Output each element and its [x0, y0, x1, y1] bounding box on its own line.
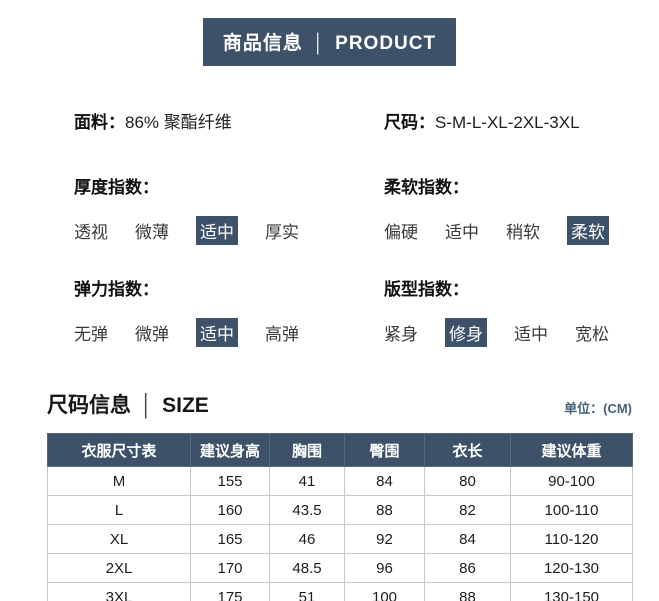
table-row: M 155 41 84 80 90-100: [47, 466, 633, 496]
fit-index-group: 版型指数： 紧身 修身 适中 宽松: [384, 275, 659, 347]
size-chart-table: 衣服尺寸表 建议身高 胸围 臀围 衣长 建议体重 M 155 41 84 80 …: [47, 433, 633, 601]
section-title-en: PRODUCT: [335, 33, 437, 54]
cell-hip: 96: [344, 553, 425, 583]
table-row: L 160 43.5 88 82 100-110: [47, 495, 633, 525]
cell-bust: 46: [269, 524, 345, 554]
option: 高弹: [265, 325, 299, 344]
elasticity-index-label: 弹力指数：: [74, 280, 159, 299]
softness-options: 偏硬 适中 稍软 柔软: [384, 216, 659, 245]
option: 稍软: [506, 223, 540, 242]
option: 微弹: [135, 325, 169, 344]
col-header-length: 衣长: [424, 433, 511, 467]
cell-weight: 90-100: [510, 466, 633, 496]
option: 适中: [514, 325, 548, 344]
fabric-value: 86% 聚酯纤维: [125, 113, 232, 132]
option: 微薄: [135, 223, 169, 242]
cell-length: 82: [424, 495, 511, 525]
sizes-label: 尺码：: [384, 113, 435, 132]
thickness-index-label: 厚度指数：: [74, 178, 159, 197]
cell-height: 155: [190, 466, 270, 496]
option: 适中: [445, 223, 479, 242]
option-selected: 柔软: [567, 216, 609, 245]
sizes-row: 尺码：S-M-L-XL-2XL-3XL: [384, 108, 659, 133]
cell-bust: 43.5: [269, 495, 345, 525]
cell-bust: 41: [269, 466, 345, 496]
cell-hip: 92: [344, 524, 425, 554]
size-title-en: SIZE: [162, 394, 209, 417]
fabric-row: 面料：86% 聚酯纤维: [74, 108, 384, 133]
cell-bust: 51: [269, 582, 345, 601]
cell-weight: 100-110: [510, 495, 633, 525]
col-header-size-chart: 衣服尺寸表: [47, 433, 191, 467]
cell-hip: 100: [344, 582, 425, 601]
option-selected: 适中: [196, 216, 238, 245]
option: 宽松: [575, 325, 609, 344]
thickness-options: 透视 微薄 适中 厚实: [74, 216, 384, 245]
fabric-label: 面料：: [74, 113, 125, 132]
size-title-divider: │: [140, 394, 154, 417]
option-selected: 修身: [445, 318, 487, 347]
product-attributes: 面料：86% 聚酯纤维 厚度指数： 透视 微薄 适中 厚实 弹力指数： 无弹 微…: [0, 66, 659, 377]
elasticity-index-group: 弹力指数： 无弹 微弹 适中 高弹: [74, 275, 384, 347]
option: 透视: [74, 223, 108, 242]
cell-length: 84: [424, 524, 511, 554]
fit-index-label: 版型指数：: [384, 280, 469, 299]
elasticity-options: 无弹 微弹 适中 高弹: [74, 318, 384, 347]
table-row: XL 165 46 92 84 110-120: [47, 524, 633, 554]
product-info-header: 商品信息 │ PRODUCT: [0, 0, 659, 66]
cell-height: 160: [190, 495, 270, 525]
size-section-header: 尺码信息 │ SIZE 单位：(CM): [47, 389, 632, 419]
cell-bust: 48.5: [269, 553, 345, 583]
cell-height: 165: [190, 524, 270, 554]
table-row: 2XL 170 48.5 96 86 120-130: [47, 553, 633, 583]
sizes-value: S-M-L-XL-2XL-3XL: [435, 113, 580, 132]
softness-index-label: 柔软指数：: [384, 178, 469, 197]
option: 厚实: [265, 223, 299, 242]
section-title-cn: 商品信息: [222, 33, 303, 54]
cell-length: 86: [424, 553, 511, 583]
cell-size: L: [47, 495, 191, 525]
cell-height: 175: [190, 582, 270, 601]
cell-size: XL: [47, 524, 191, 554]
col-header-hip: 臀围: [344, 433, 425, 467]
cell-height: 170: [190, 553, 270, 583]
title-divider: │: [312, 33, 326, 53]
option: 紧身: [384, 325, 418, 344]
option-selected: 适中: [196, 318, 238, 347]
table-row: 3XL 175 51 100 88 130-150: [47, 582, 633, 601]
size-title-cn: 尺码信息: [47, 394, 131, 417]
cell-weight: 120-130: [510, 553, 633, 583]
option: 无弹: [74, 325, 108, 344]
cell-size: M: [47, 466, 191, 496]
col-header-bust: 胸围: [269, 433, 345, 467]
cell-size: 2XL: [47, 553, 191, 583]
cell-weight: 130-150: [510, 582, 633, 601]
cell-hip: 84: [344, 466, 425, 496]
table-header-row: 衣服尺寸表 建议身高 胸围 臀围 衣长 建议体重: [47, 433, 633, 467]
unit-label: 单位：(CM): [564, 401, 632, 416]
col-header-weight: 建议体重: [510, 433, 633, 467]
cell-hip: 88: [344, 495, 425, 525]
attributes-right-column: 尺码：S-M-L-XL-2XL-3XL 柔软指数： 偏硬 适中 稍软 柔软 版型…: [384, 108, 659, 377]
col-header-height: 建议身高: [190, 433, 270, 467]
size-section-title: 尺码信息 │ SIZE: [47, 389, 209, 419]
cell-length: 80: [424, 466, 511, 496]
cell-weight: 110-120: [510, 524, 633, 554]
thickness-index-group: 厚度指数： 透视 微薄 适中 厚实: [74, 173, 384, 245]
option: 偏硬: [384, 223, 418, 242]
cell-size: 3XL: [47, 582, 191, 601]
cell-length: 88: [424, 582, 511, 601]
softness-index-group: 柔软指数： 偏硬 适中 稍软 柔软: [384, 173, 659, 245]
fit-options: 紧身 修身 适中 宽松: [384, 318, 659, 347]
attributes-left-column: 面料：86% 聚酯纤维 厚度指数： 透视 微薄 适中 厚实 弹力指数： 无弹 微…: [74, 108, 384, 377]
section-title-product: 商品信息 │ PRODUCT: [202, 18, 457, 66]
